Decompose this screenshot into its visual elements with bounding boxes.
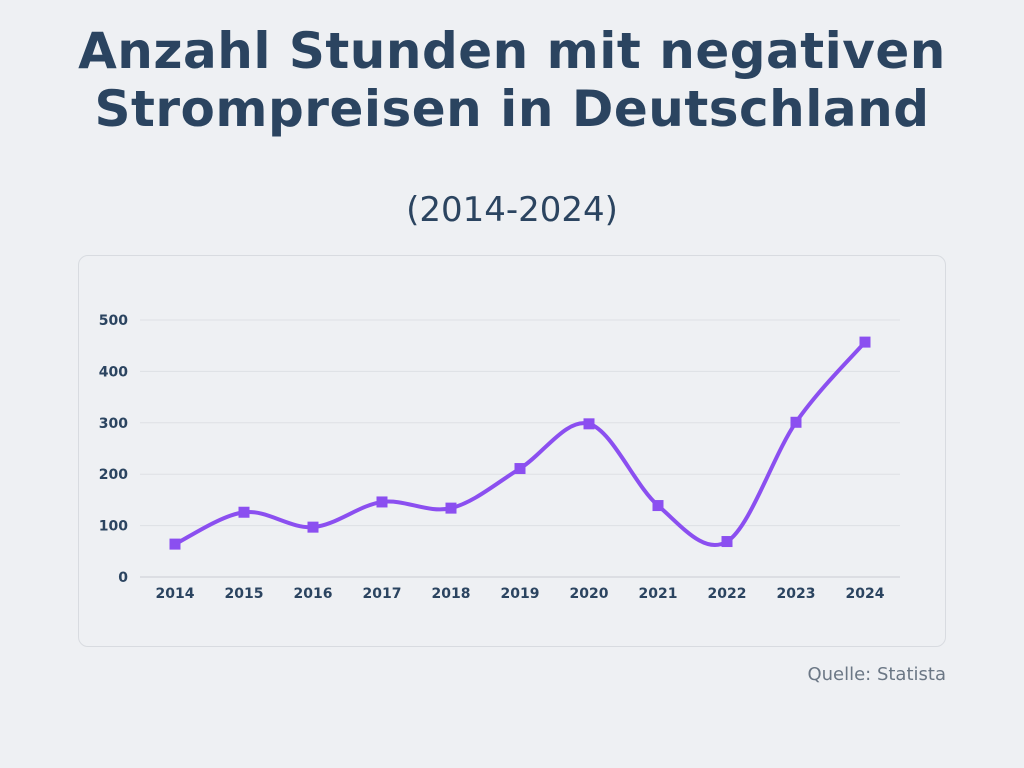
x-tick-label: 2024 [846,586,885,602]
x-tick-label: 2015 [225,586,264,602]
data-point [514,463,526,475]
x-tick-label: 2014 [156,586,195,602]
y-tick-label: 300 [99,416,128,432]
x-tick-label: 2016 [294,586,333,602]
y-tick-label: 400 [99,364,128,380]
x-tick-label: 2020 [570,586,609,602]
data-point [721,536,733,548]
x-tick-label: 2023 [777,586,816,602]
chart-subtitle: (2014-2024) [406,190,618,230]
y-tick-label: 500 [99,313,128,329]
x-tick-label: 2021 [639,586,678,602]
chart-title: Anzahl Stunden mit negativen Strompreisen… [78,22,946,138]
y-tick-label: 100 [99,519,128,535]
series-line [173,340,867,547]
data-point [583,418,595,430]
data-point [859,336,871,348]
data-point [307,521,319,533]
data-point [790,416,802,428]
data-point [238,506,250,518]
x-tick-label: 2019 [501,586,540,602]
data-point [445,502,457,514]
data-point [376,496,388,508]
x-tick-label: 2018 [432,586,471,602]
source-note: Quelle: Statista [807,664,946,685]
x-tick-label: 2022 [708,586,747,602]
x-tick-label: 2017 [363,586,402,602]
data-point [169,538,181,550]
y-tick-label: 200 [99,467,128,483]
y-tick-label: 0 [118,570,128,586]
data-point [652,500,664,512]
